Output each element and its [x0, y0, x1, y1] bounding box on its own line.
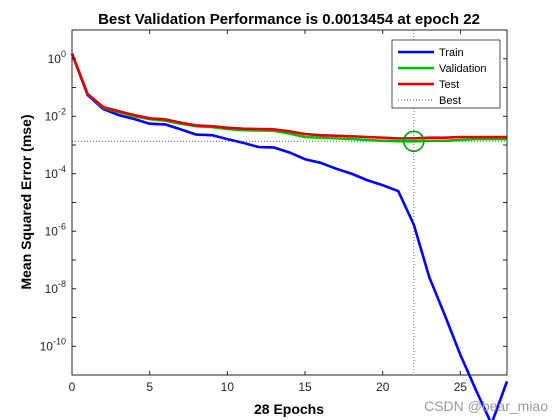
legend: Train Validation Test Best [391, 39, 501, 109]
legend-label-test: Test [439, 79, 459, 91]
y-tick-label: 100 [48, 49, 66, 66]
y-tick-label: 10-8 [45, 279, 66, 296]
series-line-test [70, 53, 507, 140]
x-axis-ticks: 0 5 10 15 20 25 [69, 30, 468, 394]
series-line-train [70, 53, 509, 420]
y-tick-label: 10-2 [45, 106, 66, 123]
x-tick-label: 20 [376, 380, 390, 394]
legend-items: Train Validation Test Best [398, 47, 487, 107]
y-tick-label: 10-4 [45, 164, 66, 181]
y-tick-label: 10-6 [45, 221, 66, 238]
y-axis-ticks: 100 10-2 10-4 10-6 10-8 10-10 [40, 29, 507, 376]
y-tick-label: 10-10 [40, 336, 66, 353]
best-point-marker [402, 130, 425, 153]
legend-label-validation: Validation [439, 63, 487, 75]
x-tick-label: 15 [298, 380, 312, 394]
chart-title: Best Validation Performance is 0.0013454… [98, 11, 480, 28]
x-tick-label: 0 [69, 380, 76, 394]
x-tick-label: 25 [454, 380, 468, 394]
watermark: CSDN @bear_miao [424, 398, 548, 414]
series-layer [70, 53, 509, 420]
legend-label-best: Best [439, 95, 461, 107]
x-tick-label: 10 [221, 380, 235, 394]
x-axis-label: 28 Epochs [254, 401, 324, 417]
y-axis-label: Mean Squared Error (mse) [18, 114, 34, 289]
x-tick-label: 5 [146, 380, 153, 394]
legend-label-train: Train [439, 47, 464, 59]
